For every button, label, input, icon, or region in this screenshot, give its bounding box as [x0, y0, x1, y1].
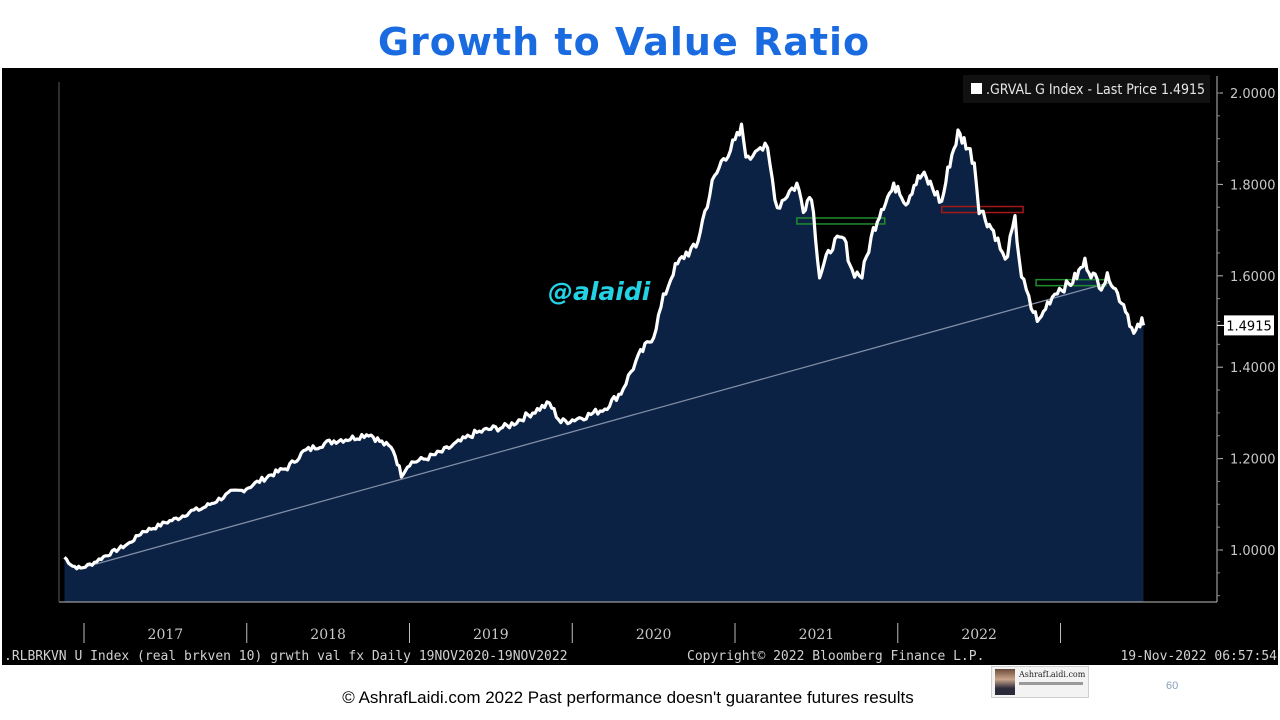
x-year-label: 2018 [310, 627, 346, 643]
legend-label: .GRVAL G Index - Last Price 1.4915 [986, 82, 1205, 98]
y-tick-label: 1.6000 [1230, 270, 1276, 285]
last-price-label: 1.4915 [1226, 319, 1272, 334]
x-year-label: 2020 [636, 627, 672, 643]
y-tick-label: 1.8000 [1230, 178, 1276, 193]
index-description: .RLBRKVN U Index (real brkven 10) grwth … [4, 649, 568, 664]
copyright-label: Copyright© 2022 Bloomberg Finance L.P. [687, 649, 984, 664]
price-area [64, 124, 1144, 602]
support-level [796, 217, 886, 225]
growth-value-chart: 1.0000 1.2000 1.4000 1.6000 1.8000 2.0000 2017… [4, 75, 1277, 664]
legend-box [963, 75, 1210, 103]
y-tick-label: 1.0000 [1230, 544, 1276, 559]
logo-tagline-bar [1019, 682, 1083, 685]
slide-title: Growth to Value Ratio [377, 20, 871, 64]
x-year-label: 2019 [473, 627, 509, 643]
trendline [75, 282, 1110, 571]
chart-frame: 1.0000 1.2000 1.4000 1.6000 1.8000 2.0000 2017… [2, 68, 1278, 665]
timestamp-label: 19-Nov-2022 06:57:54 [1120, 649, 1277, 664]
footer-disclaimer: © AshrafLaidi.com 2022 Past performance … [342, 688, 914, 707]
x-year-label: 2017 [148, 627, 184, 643]
last-price-badge [1224, 315, 1274, 336]
price-line [63, 122, 1146, 571]
y-tick-label: 1.2000 [1230, 453, 1276, 468]
x-year-label: 2022 [961, 627, 997, 643]
ashraflaidi-logo: AshrafLaidi.com [991, 666, 1089, 698]
x-year-label: 2021 [799, 627, 835, 643]
y-tick-label: 1.4000 [1230, 361, 1276, 376]
y-tick-label: 2.0000 [1230, 87, 1276, 102]
watermark-handle: @alaidi [548, 277, 651, 306]
page-number: 60 [1166, 680, 1179, 692]
author-photo [995, 669, 1015, 695]
logo-text: AshrafLaidi.com [1019, 670, 1086, 679]
legend-swatch [971, 83, 982, 94]
